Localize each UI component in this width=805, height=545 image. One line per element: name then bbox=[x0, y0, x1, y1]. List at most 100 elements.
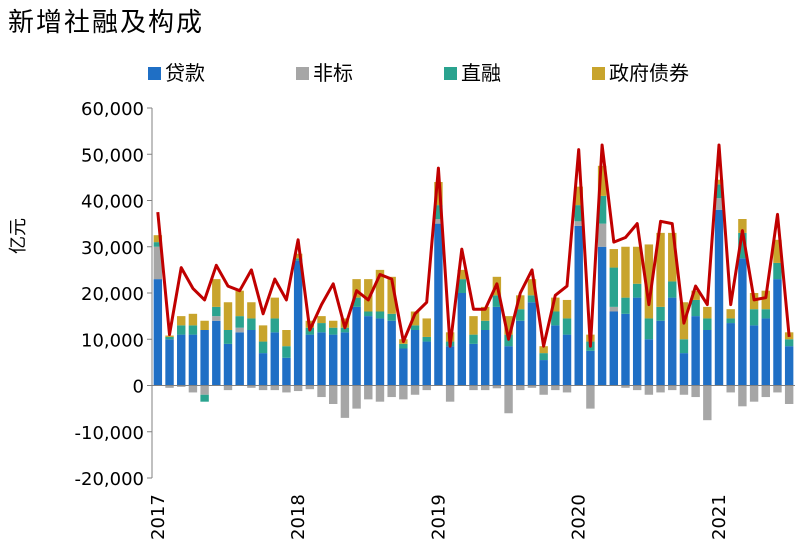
bar-loans bbox=[457, 293, 467, 386]
bar-nonstandard bbox=[375, 385, 385, 402]
bar-loans bbox=[399, 348, 408, 386]
bar-loans bbox=[492, 306, 502, 386]
bar-govbonds bbox=[574, 186, 583, 206]
bar-loans bbox=[668, 297, 677, 386]
bar-govbonds bbox=[235, 290, 244, 317]
bar-nonstandard bbox=[200, 385, 209, 395]
bar-loans bbox=[703, 330, 712, 386]
bar-loans bbox=[282, 357, 291, 386]
y-tick-label: 10,000 bbox=[81, 330, 144, 351]
bar-directfin bbox=[609, 267, 618, 307]
bar-govbonds bbox=[352, 279, 361, 298]
y-axis: -20,000 -10,000 0 10,000 20,000 30,000 40,000 5… bbox=[75, 99, 153, 490]
bar-govbonds bbox=[726, 309, 735, 319]
bar-directfin bbox=[247, 318, 256, 330]
legend-label-directfin: 直融 bbox=[461, 61, 501, 85]
bar-loans bbox=[387, 320, 396, 386]
bar-directfin bbox=[656, 306, 665, 321]
y-tick-label: 30,000 bbox=[81, 238, 144, 259]
bar-nonstandard bbox=[539, 385, 548, 395]
bar-nonstandard bbox=[504, 385, 513, 414]
bar-directfin bbox=[621, 297, 630, 314]
bar-loans bbox=[177, 334, 186, 386]
bar-loans bbox=[562, 334, 572, 386]
bar-directfin bbox=[516, 309, 525, 321]
bar-nonstandard bbox=[516, 385, 525, 391]
bar-govbonds bbox=[457, 269, 467, 280]
bar-directfin bbox=[200, 394, 209, 402]
y-tick-label: -20,000 bbox=[75, 469, 144, 490]
bar-directfin bbox=[761, 309, 770, 319]
bar-nonstandard bbox=[293, 385, 303, 392]
total-line bbox=[156, 143, 791, 348]
legend-swatch-govbonds bbox=[592, 67, 605, 80]
bar-nonstandard bbox=[574, 221, 583, 226]
bar-nonstandard bbox=[305, 385, 315, 390]
bar-govbonds bbox=[212, 279, 221, 307]
bar-govbonds bbox=[609, 249, 618, 268]
bar-series bbox=[152, 165, 795, 421]
bar-loans bbox=[200, 330, 209, 386]
bar-govbonds bbox=[621, 246, 630, 298]
bar-govbonds bbox=[469, 316, 478, 335]
bar-directfin bbox=[784, 339, 794, 347]
bar-directfin bbox=[632, 283, 642, 298]
bar-directfin bbox=[153, 242, 163, 247]
bar-govbonds bbox=[387, 276, 396, 314]
bar-govbonds bbox=[223, 302, 233, 330]
bar-govbonds bbox=[516, 295, 525, 310]
bar-loans bbox=[679, 353, 689, 386]
bar-directfin bbox=[317, 323, 326, 333]
bar-directfin bbox=[597, 195, 607, 224]
total-series-line bbox=[156, 143, 791, 348]
bar-directfin bbox=[399, 343, 408, 349]
bar-directfin bbox=[422, 336, 431, 342]
bar-directfin bbox=[492, 295, 502, 307]
chart-title: 新增社融及构成 bbox=[8, 8, 205, 38]
bar-govbonds bbox=[761, 290, 770, 310]
bar-loans bbox=[188, 334, 198, 386]
bar-nonstandard bbox=[387, 385, 396, 398]
bar-nonstandard bbox=[527, 385, 537, 388]
x-tick-label: 2017 bbox=[148, 494, 169, 540]
bar-govbonds bbox=[422, 318, 431, 337]
bar-directfin bbox=[749, 309, 759, 326]
bar-nonstandard bbox=[668, 385, 677, 391]
bar-govbonds bbox=[527, 279, 537, 296]
y-tick-label: 50,000 bbox=[81, 145, 144, 166]
bar-loans bbox=[469, 343, 478, 386]
bar-loans bbox=[223, 343, 233, 386]
bar-loans bbox=[632, 297, 642, 386]
bar-directfin bbox=[340, 327, 350, 333]
bar-govbonds bbox=[293, 253, 303, 259]
bar-nonstandard bbox=[399, 385, 408, 400]
bar-loans bbox=[352, 306, 361, 386]
bar-nonstandard bbox=[691, 385, 700, 398]
bar-loans bbox=[749, 325, 759, 386]
bar-directfin bbox=[177, 325, 186, 335]
bar-nonstandard bbox=[235, 327, 244, 333]
y-tick-label: 60,000 bbox=[81, 99, 144, 120]
bar-directfin bbox=[270, 318, 279, 333]
bar-loans bbox=[504, 346, 513, 386]
bar-govbonds bbox=[410, 311, 420, 326]
bar-loans bbox=[235, 332, 244, 386]
bar-govbonds bbox=[282, 330, 291, 347]
bar-nonstandard bbox=[188, 385, 198, 393]
bar-directfin bbox=[165, 336, 174, 340]
bar-loans bbox=[422, 341, 431, 386]
bar-nonstandard bbox=[714, 198, 724, 210]
bar-directfin bbox=[223, 330, 233, 344]
bar-loans bbox=[375, 318, 385, 386]
bar-govbonds bbox=[200, 320, 209, 330]
bar-nonstandard bbox=[480, 385, 490, 391]
bar-nonstandard bbox=[223, 385, 233, 391]
legend-swatch-loans bbox=[148, 67, 161, 80]
bar-directfin bbox=[282, 346, 291, 358]
bar-nonstandard bbox=[609, 306, 618, 312]
bar-loans bbox=[212, 320, 221, 386]
bar-govbonds bbox=[188, 313, 198, 326]
bar-govbonds bbox=[504, 316, 513, 335]
bar-nonstandard bbox=[773, 385, 782, 393]
bar-nonstandard bbox=[621, 385, 630, 388]
